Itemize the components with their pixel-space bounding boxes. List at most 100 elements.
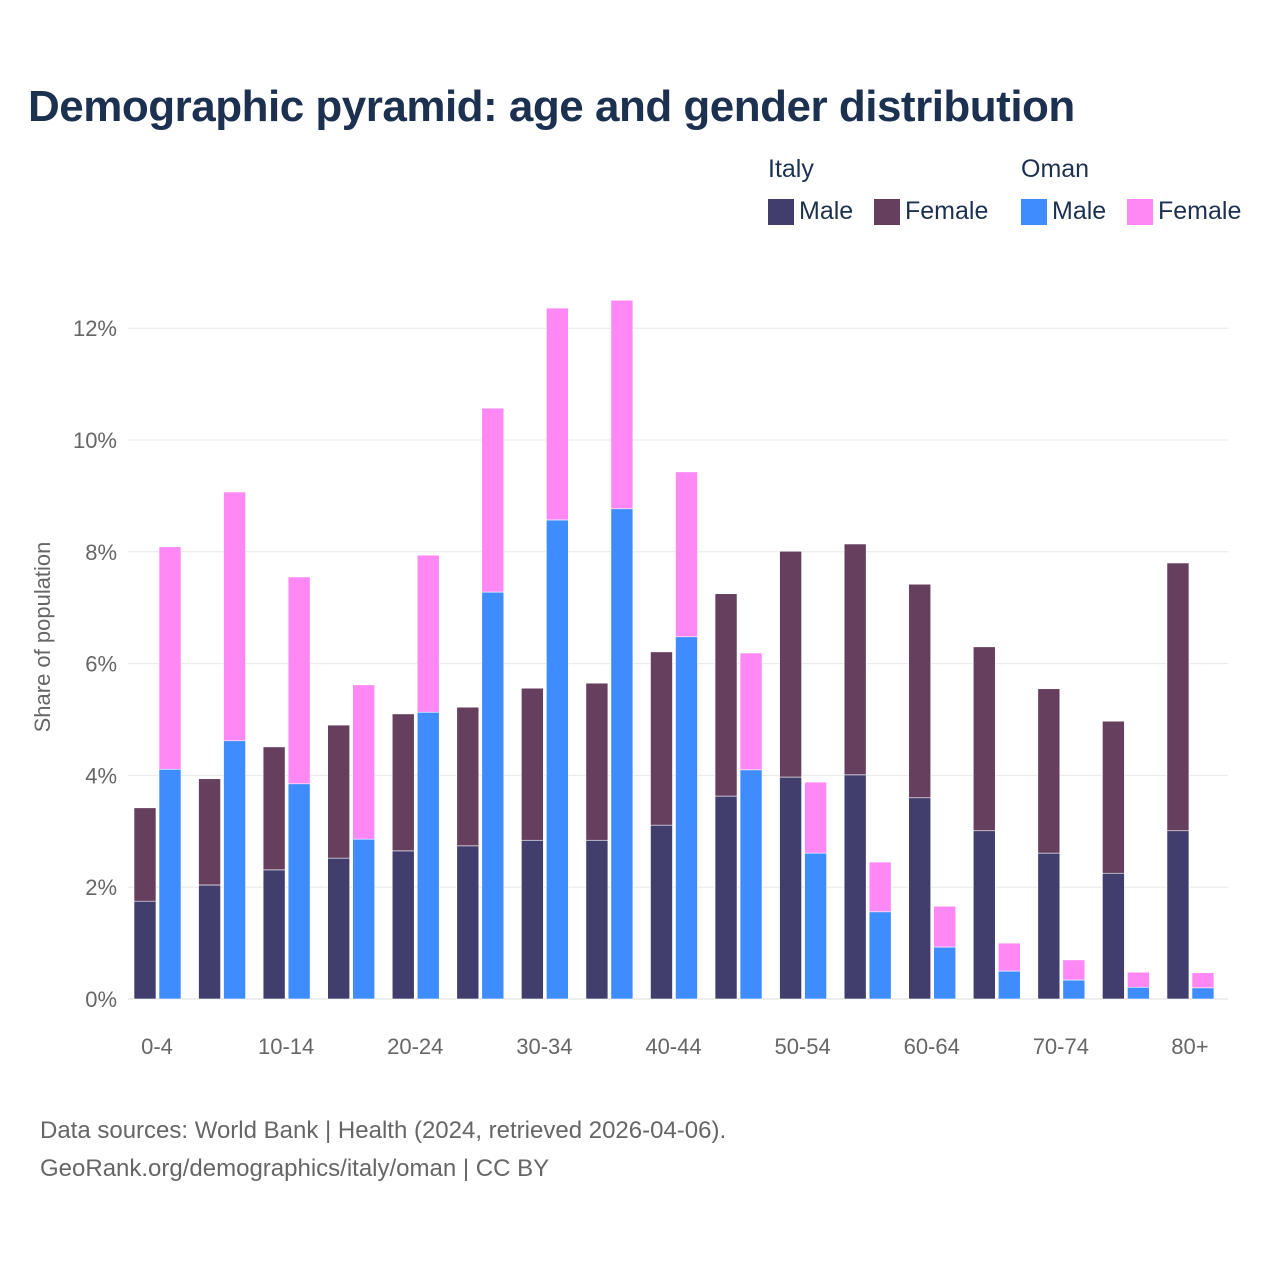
- legend-oman-male[interactable]: Male: [1021, 197, 1106, 226]
- bar-italy-male-35-39[interactable]: [585, 839, 609, 1000]
- bar-oman-male-15-19[interactable]: [352, 838, 375, 1000]
- bar-italy-female-10-14[interactable]: [262, 746, 286, 871]
- legend-oman-female[interactable]: Female: [1127, 197, 1241, 226]
- bar-oman-male-0-4[interactable]: [158, 768, 182, 1000]
- legend-label: Male: [799, 197, 854, 225]
- bar-italy-male-45-49[interactable]: [714, 795, 738, 1000]
- bar-italy-female-20-24[interactable]: [391, 713, 415, 852]
- bar-italy-male-5-9[interactable]: [198, 884, 221, 1000]
- bar-italy-female-30-34[interactable]: [521, 687, 544, 841]
- x-tick-label: 60-64: [904, 1034, 960, 1059]
- bar-oman-male-10-14[interactable]: [287, 783, 311, 1000]
- bar-italy-male-80+[interactable]: [1166, 830, 1190, 1000]
- bar-italy-male-25-29[interactable]: [456, 845, 480, 1000]
- legend-label: Male: [1052, 197, 1107, 225]
- bar-oman-male-35-39[interactable]: [610, 508, 634, 1000]
- legend-heading-oman: Oman: [1021, 155, 1090, 183]
- bar-italy-female-75-79[interactable]: [1102, 720, 1125, 874]
- bar-italy-female-5-9[interactable]: [198, 778, 221, 886]
- bar-oman-female-50-54[interactable]: [804, 781, 827, 854]
- y-tick-label: 12%: [73, 316, 117, 341]
- bar-italy-male-50-54[interactable]: [779, 776, 802, 1000]
- bar-oman-female-25-29[interactable]: [481, 407, 505, 593]
- y-tick-label: 8%: [85, 540, 117, 565]
- chart-title: Demographic pyramid: age and gender dist…: [28, 82, 1075, 131]
- bar-oman-male-45-49[interactable]: [739, 769, 763, 1000]
- swatch: [768, 198, 794, 225]
- bar-italy-male-55-59[interactable]: [843, 774, 867, 1000]
- bar-italy-female-50-54[interactable]: [779, 550, 802, 778]
- legend-italy-male[interactable]: Male: [768, 197, 853, 226]
- bar-oman-male-50-54[interactable]: [804, 852, 827, 1000]
- bar-oman-female-45-49[interactable]: [739, 652, 763, 771]
- swatch: [1021, 198, 1047, 225]
- bar-italy-male-20-24[interactable]: [391, 850, 415, 1000]
- bar-italy-female-60-64[interactable]: [908, 583, 932, 799]
- source-line-1: Data sources: World Bank | Health (2024,…: [40, 1117, 727, 1144]
- bar-oman-male-20-24[interactable]: [416, 711, 440, 1000]
- bar-italy-male-0-4[interactable]: [133, 900, 157, 1000]
- bar-oman-female-80+[interactable]: [1191, 972, 1215, 989]
- bar-oman-female-55-59[interactable]: [868, 861, 892, 913]
- x-tick-label: 30-34: [516, 1034, 572, 1059]
- legend-label: Female: [905, 197, 989, 225]
- bar-oman-female-0-4[interactable]: [158, 546, 182, 770]
- bar-oman-female-15-19[interactable]: [352, 684, 375, 840]
- swatch: [1127, 198, 1153, 225]
- swatch: [874, 198, 900, 225]
- bar-oman-male-75-79[interactable]: [1127, 986, 1150, 1000]
- y-tick-label: 2%: [85, 875, 117, 900]
- bar-oman-female-10-14[interactable]: [287, 576, 311, 785]
- bar-oman-female-5-9[interactable]: [223, 491, 246, 742]
- bar-oman-female-60-64[interactable]: [933, 905, 957, 948]
- bar-italy-female-40-44[interactable]: [650, 651, 673, 826]
- x-tick-label: 40-44: [645, 1034, 701, 1059]
- bar-italy-female-80+[interactable]: [1166, 562, 1190, 832]
- bar-italy-male-10-14[interactable]: [262, 869, 286, 1000]
- bar-italy-female-45-49[interactable]: [714, 593, 738, 797]
- bar-oman-male-30-34[interactable]: [546, 519, 569, 1000]
- bar-oman-male-40-44[interactable]: [675, 636, 698, 1000]
- bar-oman-female-75-79[interactable]: [1127, 971, 1150, 988]
- bar-oman-male-65-69[interactable]: [997, 970, 1021, 1000]
- y-tick-label: 4%: [85, 763, 117, 788]
- bar-oman-male-70-74[interactable]: [1062, 979, 1086, 1000]
- bar-oman-male-25-29[interactable]: [481, 591, 505, 1000]
- bar-italy-male-30-34[interactable]: [521, 839, 544, 1000]
- source-line-2[interactable]: GeoRank.org/demographics/italy/oman | CC…: [40, 1155, 550, 1182]
- bar-italy-female-25-29[interactable]: [456, 706, 480, 847]
- bar-oman-female-30-34[interactable]: [546, 307, 569, 521]
- bar-italy-female-0-4[interactable]: [133, 807, 157, 902]
- bar-italy-male-60-64[interactable]: [908, 797, 932, 1000]
- bar-oman-male-55-59[interactable]: [868, 911, 892, 1000]
- bar-italy-female-55-59[interactable]: [843, 543, 867, 776]
- bar-oman-male-5-9[interactable]: [223, 740, 246, 1000]
- bar-oman-female-20-24[interactable]: [416, 554, 440, 713]
- bar-italy-female-35-39[interactable]: [585, 682, 609, 841]
- bar-italy-male-65-69[interactable]: [972, 830, 996, 1000]
- bar-oman-female-65-69[interactable]: [997, 942, 1021, 972]
- x-tick-label: 80+: [1171, 1034, 1208, 1059]
- bar-italy-female-65-69[interactable]: [972, 646, 996, 832]
- legend-heading-italy: Italy: [768, 155, 814, 183]
- bar-oman-male-60-64[interactable]: [933, 946, 957, 1000]
- bar-italy-male-15-19[interactable]: [327, 857, 350, 1000]
- bar-italy-female-70-74[interactable]: [1037, 688, 1061, 854]
- x-tick-label: 50-54: [774, 1034, 830, 1059]
- y-tick-label: 6%: [85, 652, 117, 677]
- bar-italy-male-40-44[interactable]: [650, 824, 673, 1000]
- bar-italy-male-70-74[interactable]: [1037, 852, 1061, 1000]
- x-tick-label: 70-74: [1033, 1034, 1089, 1059]
- x-tick-label: 10-14: [258, 1034, 314, 1059]
- bar-oman-female-70-74[interactable]: [1062, 959, 1086, 981]
- bar-oman-female-40-44[interactable]: [675, 471, 698, 638]
- bar-oman-male-80+[interactable]: [1191, 987, 1215, 1000]
- y-tick-label: 0%: [85, 987, 117, 1012]
- bar-oman-female-35-39[interactable]: [610, 299, 634, 510]
- legend-italy-female[interactable]: Female: [874, 197, 988, 226]
- bar-italy-female-15-19[interactable]: [327, 724, 350, 859]
- bar-italy-male-75-79[interactable]: [1102, 872, 1125, 1000]
- x-tick-label: 0-4: [141, 1034, 173, 1059]
- y-axis-label: Share of population: [30, 542, 55, 733]
